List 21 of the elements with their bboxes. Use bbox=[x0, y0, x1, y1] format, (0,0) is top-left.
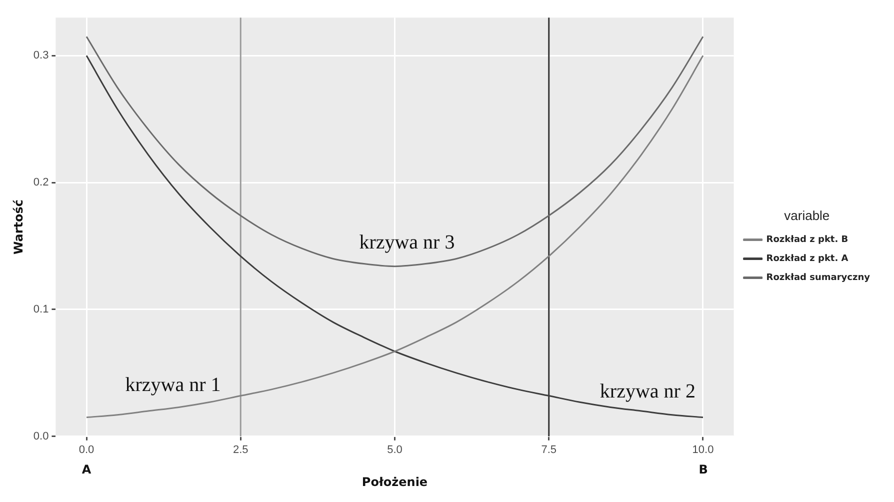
annotation: krzywa nr 2 bbox=[600, 380, 696, 402]
y-tick-label: 0.3 bbox=[33, 50, 49, 62]
x-tick-label: 0.0 bbox=[78, 444, 94, 456]
x-tick-label: 10.0 bbox=[692, 444, 714, 456]
annotation: krzywa nr 1 bbox=[125, 374, 221, 396]
legend-label: Rozkład z pkt. A bbox=[766, 254, 848, 264]
y-tick-label: 0.1 bbox=[33, 304, 49, 316]
x-axis-title: Położenie bbox=[362, 474, 428, 489]
x-tick-label: 5.0 bbox=[387, 444, 402, 456]
legend-label: Rozkład z pkt. B bbox=[766, 235, 848, 246]
text: B bbox=[698, 462, 708, 477]
annotation: krzywa nr 3 bbox=[359, 232, 455, 254]
x-tick-label: 2.5 bbox=[232, 444, 248, 456]
y-tick-label: 0.0 bbox=[33, 430, 49, 442]
text: A bbox=[82, 462, 92, 477]
x-tick-label: 7.5 bbox=[541, 444, 557, 456]
legend-label: Rozkład sumaryczny bbox=[766, 273, 870, 284]
legend-title: variable bbox=[784, 208, 830, 223]
line-series bbox=[86, 36, 704, 268]
y-tick-label: 0.2 bbox=[33, 176, 49, 189]
y-axis-title: Wartość bbox=[11, 199, 26, 255]
